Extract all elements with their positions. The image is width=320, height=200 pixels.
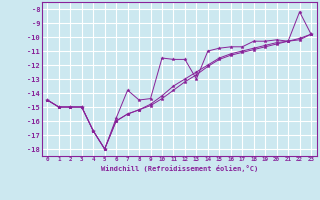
X-axis label: Windchill (Refroidissement éolien,°C): Windchill (Refroidissement éolien,°C) <box>100 165 258 172</box>
